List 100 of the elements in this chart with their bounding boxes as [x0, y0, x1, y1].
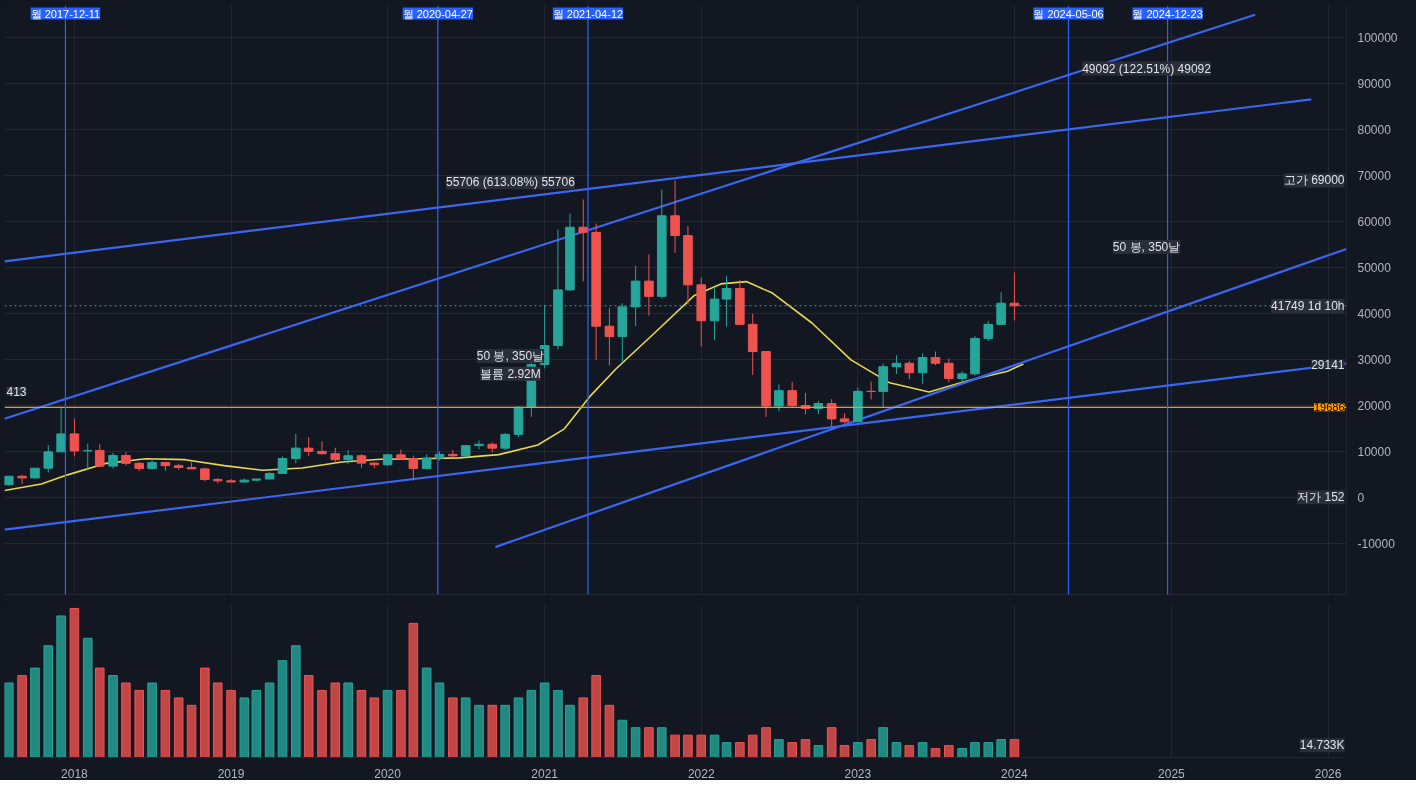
candlestick — [291, 433, 301, 464]
bar — [735, 742, 745, 758]
bar — [644, 727, 654, 758]
y-tick-label: -10000 — [1357, 537, 1396, 552]
bar — [69, 607, 80, 758]
bar — [526, 689, 537, 758]
bar — [944, 745, 954, 758]
bar — [617, 719, 628, 758]
bar — [957, 748, 967, 758]
candlestick — [826, 398, 837, 428]
x-tick-label: 2022 — [687, 766, 715, 781]
annotation: 29141 — [1311, 358, 1345, 373]
ref-line-label: 월 2021-04-12 — [552, 7, 624, 20]
x-tick-label: 2024 — [1001, 766, 1029, 781]
bar — [264, 682, 275, 758]
candlestick — [82, 443, 93, 471]
bar — [239, 697, 250, 758]
bar — [917, 742, 928, 758]
bar — [813, 745, 824, 758]
bar — [212, 682, 223, 758]
bar — [94, 667, 105, 758]
bar — [553, 689, 563, 758]
bar — [434, 682, 445, 758]
bar — [761, 727, 771, 758]
bar — [878, 727, 888, 758]
annotation: 고가 69000 — [1283, 173, 1345, 188]
ref-line-label: 월 2024-12-23 — [1132, 7, 1203, 20]
bar — [396, 689, 406, 758]
annotation: 저가 152 — [1297, 490, 1345, 505]
bar — [800, 739, 811, 758]
candlestick — [983, 320, 994, 342]
candlestick — [317, 440, 327, 456]
candlestick — [774, 383, 784, 412]
x-tick-label: 2023 — [844, 766, 872, 781]
candlestick — [670, 179, 680, 254]
bar — [565, 704, 575, 758]
annotation: 14.733K — [1299, 738, 1345, 753]
bar — [408, 622, 419, 758]
candlestick — [866, 381, 876, 400]
bar — [30, 667, 40, 758]
x-tick-label: 2019 — [217, 766, 245, 781]
bar — [56, 615, 66, 758]
candlestick — [474, 439, 484, 450]
candlestick — [56, 406, 66, 453]
bar — [121, 682, 131, 758]
candlestick — [904, 360, 915, 380]
bar — [500, 704, 510, 758]
bar — [17, 675, 27, 758]
bar — [578, 697, 589, 758]
candlestick — [787, 381, 797, 409]
bar — [930, 748, 941, 758]
bar — [709, 734, 720, 758]
bar — [904, 745, 915, 758]
bar — [866, 739, 876, 758]
bar — [160, 689, 171, 758]
x-tick-label: 2026 — [1314, 766, 1342, 781]
bar — [147, 682, 157, 758]
bar — [291, 645, 301, 758]
candlestick — [644, 253, 654, 317]
candlestick — [957, 370, 967, 384]
bar — [970, 742, 980, 758]
annotation: 50 봉, 350날 — [476, 348, 545, 363]
bar — [186, 704, 197, 758]
x-tick-label: 2021 — [531, 766, 559, 781]
bar — [853, 742, 863, 758]
bar — [200, 667, 210, 758]
bar — [343, 682, 353, 758]
candlestick — [917, 352, 928, 385]
y-tick-label: 10000 — [1357, 445, 1392, 460]
bar — [356, 689, 367, 758]
bar — [421, 667, 432, 758]
bar — [996, 739, 1006, 758]
bar — [670, 734, 680, 758]
bar — [4, 682, 14, 758]
bar — [251, 689, 262, 758]
annotation: 50 봉, 350날 — [1112, 239, 1181, 254]
bar — [891, 742, 902, 758]
annotation: 49092 (122.51%) 49092 — [1082, 61, 1212, 76]
x-tick-label: 2025 — [1158, 766, 1186, 781]
candlestick — [578, 198, 589, 282]
line-series — [4, 280, 1025, 492]
bar — [656, 727, 667, 758]
bar — [591, 675, 601, 758]
bar — [839, 745, 850, 758]
bar — [134, 689, 145, 758]
bar — [487, 704, 498, 758]
bar — [696, 734, 707, 758]
bar — [43, 645, 54, 758]
candlestick — [69, 418, 80, 457]
bar — [369, 697, 380, 758]
bar — [108, 675, 118, 758]
y-tick-label: 40000 — [1357, 307, 1392, 322]
y-tick-label: 0 — [1357, 491, 1365, 506]
bar — [604, 704, 615, 758]
bar — [513, 697, 524, 758]
bar — [721, 742, 732, 758]
bar — [448, 697, 458, 758]
candlestick — [303, 436, 314, 457]
y-tick-label: 70000 — [1357, 169, 1392, 184]
bar — [317, 689, 327, 758]
